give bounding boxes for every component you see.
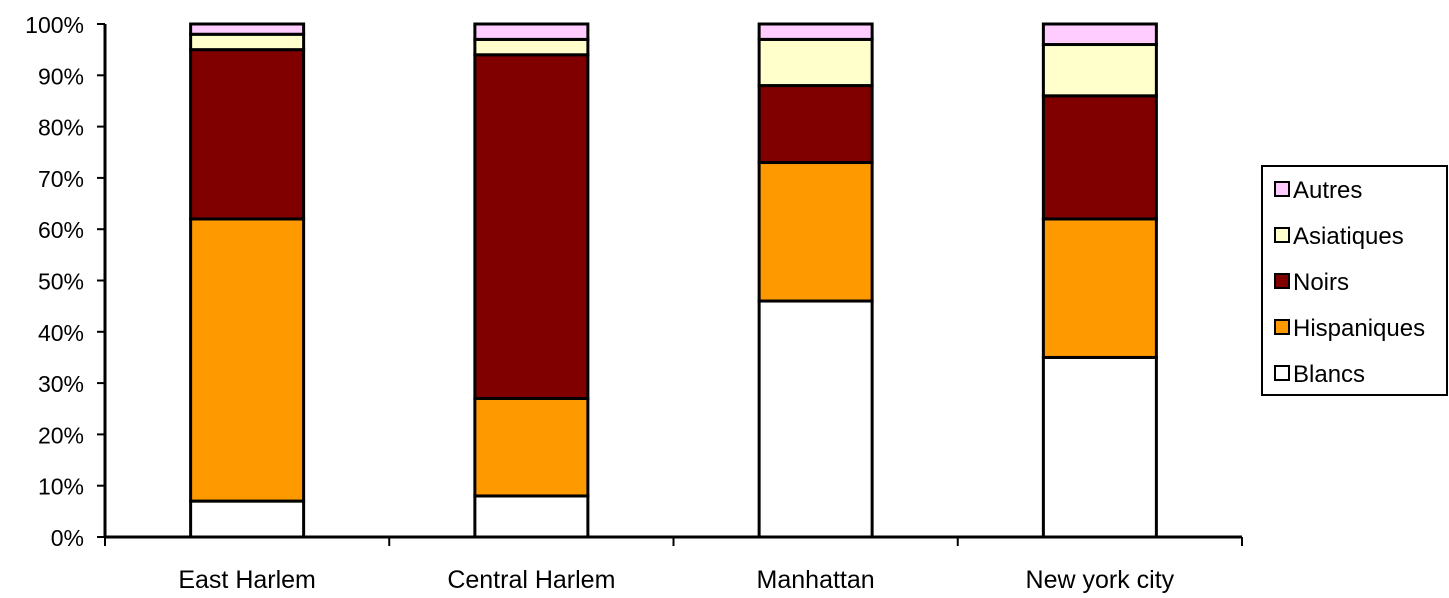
legend-swatch-hispaniques xyxy=(1274,319,1290,335)
x-tick-label: Central Harlem xyxy=(447,566,615,593)
x-tick-label: East Harlem xyxy=(178,566,316,593)
legend-label: Autres xyxy=(1293,177,1362,204)
bar-segment-asiatiques xyxy=(1041,43,1158,98)
y-tick-label: 20% xyxy=(38,422,84,448)
bar-segment-autres xyxy=(1041,22,1158,47)
y-tick-label: 40% xyxy=(38,320,84,346)
y-tick-label: 0% xyxy=(51,525,84,551)
bar-segment-autres xyxy=(473,22,590,41)
bar-segment-asiatiques xyxy=(189,32,306,52)
bar-segment-asiatiques xyxy=(473,37,590,57)
bar-segment-hispaniques xyxy=(189,217,306,503)
bar-segment-noirs xyxy=(757,84,874,165)
bar-segment-autres xyxy=(189,22,306,36)
bar-segment-hispaniques xyxy=(757,161,874,303)
legend-swatch-blancs xyxy=(1274,365,1290,381)
bar-segment-blancs xyxy=(757,299,874,539)
legend-label: Blancs xyxy=(1293,361,1365,388)
bar-segment-noirs xyxy=(189,48,306,221)
bar-segment-hispaniques xyxy=(1041,217,1158,359)
bar-segment-blancs xyxy=(189,499,306,539)
bar-segment-noirs xyxy=(473,53,590,400)
y-tick-label: 90% xyxy=(38,63,84,89)
legend-swatch-asiatiques xyxy=(1274,227,1290,243)
x-tick-label: Manhattan xyxy=(757,566,875,593)
x-tick-label: New york city xyxy=(1026,566,1175,593)
bar-segment-noirs xyxy=(1041,94,1158,221)
legend-label: Asiatiques xyxy=(1293,223,1404,250)
bar-segment-asiatiques xyxy=(757,37,874,88)
bar-segment-hispaniques xyxy=(473,396,590,498)
bars xyxy=(189,22,1158,539)
x-axis-labels: East Harlem Central Harlem Manhattan New yo… xyxy=(178,566,1175,594)
legend-swatch-autres xyxy=(1274,181,1290,197)
bar-segment-autres xyxy=(757,22,874,41)
y-tick-label: 50% xyxy=(38,269,84,295)
bar-segment-blancs xyxy=(473,494,590,539)
axes xyxy=(103,24,1243,546)
y-tick-label: 30% xyxy=(38,371,84,397)
legend-box xyxy=(1261,165,1448,396)
legend-swatch-noirs xyxy=(1274,273,1290,289)
bar-segment-blancs xyxy=(1041,355,1158,539)
legend: Autres Asiatiques Noirs Hispaniques Blancs xyxy=(1261,165,1448,396)
y-tick-label: 80% xyxy=(38,115,84,141)
y-tick-label: 70% xyxy=(38,166,84,192)
legend-label: Noirs xyxy=(1293,269,1349,296)
legend-label: Hispaniques xyxy=(1293,315,1425,342)
y-tick-label: 60% xyxy=(38,217,84,243)
y-tick-label: 10% xyxy=(38,474,84,500)
y-axis-ticks: 0% 10% 20% 30% 40% 50% 60% 70% 80% 90% 100% xyxy=(25,12,105,551)
y-tick-label: 100% xyxy=(25,12,84,38)
